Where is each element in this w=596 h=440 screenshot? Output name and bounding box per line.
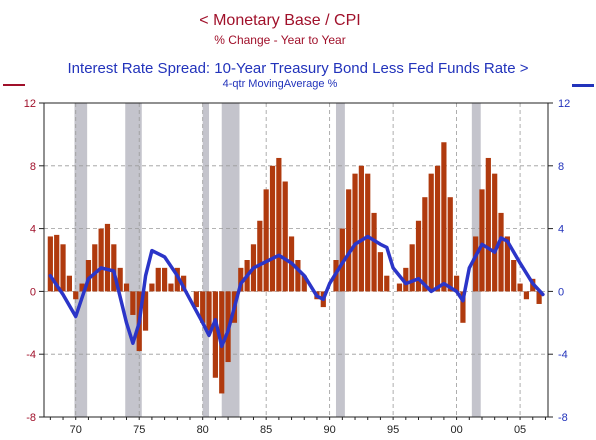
x-axis-tick-label: 00 xyxy=(450,424,462,436)
bar-monetary-base xyxy=(498,212,504,292)
bar-monetary-base xyxy=(447,197,453,292)
recession-band xyxy=(221,103,240,417)
x-axis-tick-label: 95 xyxy=(387,424,399,436)
bar-monetary-base xyxy=(403,267,409,292)
bar-monetary-base xyxy=(460,291,466,323)
x-axis-tick-label: 05 xyxy=(514,424,526,436)
chart-title-line-3: Interest Rate Spread: 10-Year Treasury B… xyxy=(67,60,529,77)
bar-monetary-base xyxy=(174,267,180,292)
bar-monetary-base xyxy=(73,291,79,300)
bar-monetary-base xyxy=(396,283,403,292)
bar-monetary-base xyxy=(142,291,149,331)
left-axis-tick-label: 4 xyxy=(30,224,36,236)
x-axis-tick-label: 85 xyxy=(260,424,272,436)
bar-monetary-base xyxy=(269,165,276,292)
bar-monetary-base xyxy=(206,291,212,331)
bar-monetary-base xyxy=(371,212,377,292)
bar-monetary-base xyxy=(60,244,66,292)
bar-monetary-base xyxy=(168,283,174,292)
bar-monetary-base xyxy=(453,275,460,292)
right-axis-tick-label: -4 xyxy=(558,349,568,361)
bar-monetary-base xyxy=(162,267,168,292)
bar-monetary-base xyxy=(193,291,199,308)
bar-monetary-base xyxy=(523,291,530,300)
bar-monetary-base xyxy=(130,291,136,315)
bar-monetary-base xyxy=(365,173,371,292)
bar-monetary-base xyxy=(409,244,415,292)
recession-band xyxy=(202,103,210,417)
bar-monetary-base xyxy=(536,291,542,304)
bar-monetary-base xyxy=(346,189,352,292)
bar-monetary-base xyxy=(479,189,485,292)
x-axis-tick-label: 75 xyxy=(133,424,145,436)
bar-monetary-base xyxy=(123,283,130,292)
bar-monetary-base xyxy=(301,275,307,292)
bar-monetary-base xyxy=(92,244,98,292)
x-axis-tick-label: 80 xyxy=(197,424,209,436)
bar-monetary-base xyxy=(434,165,441,292)
left-axis-tick-label: 8 xyxy=(30,161,36,173)
recession-band xyxy=(74,103,88,417)
right-axis-tick-label: 4 xyxy=(558,224,564,236)
bar-monetary-base xyxy=(47,236,53,292)
legend-line-rate-spread xyxy=(572,84,594,87)
bar-monetary-base xyxy=(117,267,123,292)
bar-monetary-base xyxy=(181,275,187,292)
bar-monetary-base xyxy=(212,291,218,378)
bar-monetary-base xyxy=(428,173,434,292)
bar-monetary-base xyxy=(352,173,358,292)
bar-monetary-base xyxy=(238,267,244,292)
bar-monetary-base xyxy=(149,283,155,292)
bar-monetary-base xyxy=(511,260,517,292)
bar-monetary-base xyxy=(98,228,104,292)
bar-monetary-base xyxy=(504,236,510,292)
bar-monetary-base xyxy=(111,244,117,292)
x-axis-tick-label: 70 xyxy=(70,424,82,436)
legend-line-monetary-base xyxy=(3,84,25,86)
left-axis-tick-label: -8 xyxy=(26,412,36,424)
bar-monetary-base xyxy=(377,252,384,292)
bar-monetary-base xyxy=(358,165,364,292)
x-axis-tick-label: 90 xyxy=(324,424,336,436)
bar-monetary-base xyxy=(200,291,206,323)
chart-title-line-1: < Monetary Base / CPI xyxy=(199,12,361,29)
bar-monetary-base xyxy=(415,220,422,292)
bar-monetary-base xyxy=(295,260,301,292)
bar-monetary-base xyxy=(492,173,498,292)
bar-monetary-base xyxy=(473,236,479,292)
bar-monetary-base xyxy=(485,157,491,292)
bar-monetary-base xyxy=(66,275,72,292)
left-axis-tick-label: 12 xyxy=(24,98,36,110)
left-axis-tick-label: 0 xyxy=(30,286,36,298)
bar-monetary-base xyxy=(263,189,269,292)
chart-title-line-4: 4-qtr MovingAverage % xyxy=(222,78,338,90)
right-axis-tick-label: -8 xyxy=(558,412,568,424)
bar-monetary-base xyxy=(384,275,390,292)
line-rate-spread xyxy=(48,234,545,349)
bar-monetary-base xyxy=(276,157,282,292)
left-axis-tick-label: -4 xyxy=(26,349,36,361)
right-axis-tick-label: 0 xyxy=(558,286,564,298)
bar-monetary-base xyxy=(79,283,85,292)
right-axis-tick-label: 12 xyxy=(558,98,570,110)
bar-monetary-base xyxy=(441,142,447,292)
bar-monetary-base xyxy=(85,260,92,292)
plot-frame xyxy=(43,102,549,418)
right-axis-tick-label: 8 xyxy=(558,161,564,173)
bar-monetary-base xyxy=(422,197,428,292)
bar-monetary-base xyxy=(54,234,60,292)
bar-monetary-base xyxy=(155,267,161,292)
chart-title-line-2: % Change - Year to Year xyxy=(214,33,346,47)
bar-monetary-base xyxy=(517,283,523,292)
bar-monetary-base xyxy=(104,223,111,292)
bar-monetary-base xyxy=(282,181,288,292)
bar-monetary-base xyxy=(257,220,263,292)
